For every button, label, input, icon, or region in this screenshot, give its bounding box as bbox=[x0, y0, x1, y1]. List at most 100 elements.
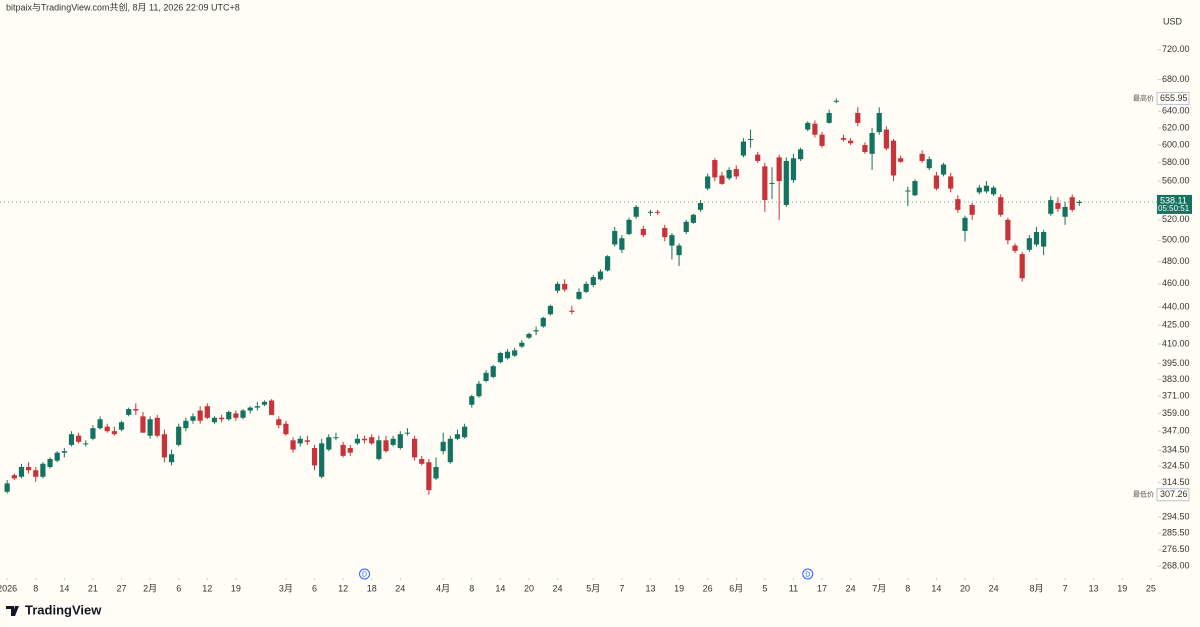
candle bbox=[940, 162, 947, 177]
y-tick-label: 324.50 bbox=[1162, 461, 1190, 471]
candle-body bbox=[111, 431, 117, 435]
candle bbox=[1048, 196, 1054, 216]
candle bbox=[211, 416, 218, 424]
candle bbox=[662, 224, 668, 242]
candle-body bbox=[819, 134, 825, 146]
candle bbox=[161, 429, 168, 463]
candle-body bbox=[926, 159, 932, 169]
candle-body bbox=[526, 333, 532, 338]
candle bbox=[390, 435, 396, 447]
x-tick-label: 21 bbox=[88, 583, 98, 593]
candle-body bbox=[883, 129, 889, 149]
candle bbox=[876, 107, 882, 135]
candle-body bbox=[354, 438, 361, 444]
candle-body bbox=[469, 396, 475, 405]
header-text: bitpaix与TradingView.com共创, 8月 11, 2026 2… bbox=[6, 1, 240, 12]
event-marker bbox=[802, 568, 814, 580]
candle-body bbox=[547, 305, 554, 315]
candle-body bbox=[383, 440, 389, 452]
candle bbox=[404, 428, 411, 436]
candle-body bbox=[690, 214, 696, 223]
candle bbox=[190, 413, 196, 424]
candle-body bbox=[483, 372, 489, 381]
candle-body bbox=[183, 420, 189, 429]
candle-body bbox=[812, 123, 818, 135]
candle-body bbox=[404, 432, 411, 434]
y-tick-label: 500.00 bbox=[1162, 235, 1190, 245]
candle-body bbox=[104, 426, 110, 432]
candle bbox=[955, 195, 961, 213]
candle-body bbox=[1076, 201, 1082, 203]
candle-body bbox=[919, 153, 925, 161]
candle-body bbox=[1012, 245, 1018, 251]
event-marker bbox=[359, 568, 371, 580]
candle bbox=[948, 172, 954, 193]
low-marker-value: 307.26 bbox=[1160, 489, 1188, 499]
y-tick-label: 347.00 bbox=[1162, 426, 1190, 436]
y-tick-label: 680.00 bbox=[1162, 74, 1190, 84]
x-tick-label: 13 bbox=[1089, 583, 1099, 593]
candle-body bbox=[562, 283, 568, 290]
candle bbox=[655, 209, 661, 215]
candle-body bbox=[805, 122, 811, 130]
candle bbox=[76, 432, 82, 444]
candle-body bbox=[1026, 238, 1032, 250]
x-tick-label: 6 bbox=[176, 583, 181, 593]
candle-body bbox=[1041, 232, 1047, 247]
candle bbox=[369, 434, 375, 445]
candle-body bbox=[440, 441, 446, 452]
candle bbox=[326, 434, 332, 452]
candle bbox=[83, 440, 89, 447]
candle bbox=[254, 401, 260, 411]
logo: TradingView bbox=[6, 602, 102, 617]
candle bbox=[183, 417, 189, 432]
candle-body bbox=[626, 219, 632, 235]
y-tick-label: 640.00 bbox=[1162, 106, 1190, 116]
candle-body bbox=[347, 448, 353, 453]
candle bbox=[983, 181, 990, 194]
y-tick-label: 334.50 bbox=[1162, 445, 1190, 455]
candle-body bbox=[998, 197, 1004, 215]
x-tick-label: 24 bbox=[395, 583, 405, 593]
candle bbox=[290, 437, 296, 453]
candle-body bbox=[719, 175, 725, 184]
candle bbox=[976, 184, 982, 195]
candle-body bbox=[726, 170, 732, 179]
candle-body bbox=[247, 407, 253, 411]
x-tick-label: 20 bbox=[524, 583, 534, 593]
candle-body bbox=[211, 417, 218, 423]
candle-body bbox=[533, 330, 539, 332]
candle bbox=[769, 167, 775, 200]
candle bbox=[147, 416, 153, 439]
candle-body bbox=[176, 426, 182, 445]
candle bbox=[583, 281, 589, 294]
candle bbox=[61, 448, 67, 458]
candle-body bbox=[840, 138, 847, 140]
candle-body bbox=[504, 351, 511, 359]
candle bbox=[1069, 194, 1075, 212]
candle bbox=[126, 407, 132, 417]
candle-body bbox=[269, 400, 275, 415]
candle bbox=[826, 109, 832, 124]
candle-body bbox=[1005, 219, 1011, 241]
candle-body bbox=[633, 206, 639, 217]
candle bbox=[283, 420, 289, 436]
currency-label: USD bbox=[1163, 16, 1183, 26]
candle-body bbox=[619, 238, 625, 250]
candle bbox=[1026, 235, 1032, 252]
x-tick-label: 14 bbox=[931, 583, 941, 593]
candle bbox=[805, 121, 811, 132]
candle-body bbox=[4, 483, 10, 492]
candle bbox=[919, 150, 925, 163]
candle-body bbox=[61, 451, 67, 453]
candle bbox=[226, 410, 232, 421]
candle bbox=[319, 438, 325, 479]
candle-body bbox=[168, 454, 175, 463]
last-price-countdown: 05:50:51 bbox=[1158, 204, 1190, 213]
candle bbox=[819, 132, 825, 148]
candle bbox=[690, 213, 696, 224]
candle-body bbox=[197, 410, 203, 421]
candle bbox=[640, 225, 646, 238]
y-tick-label: 720.00 bbox=[1162, 44, 1190, 54]
candle bbox=[547, 304, 554, 316]
